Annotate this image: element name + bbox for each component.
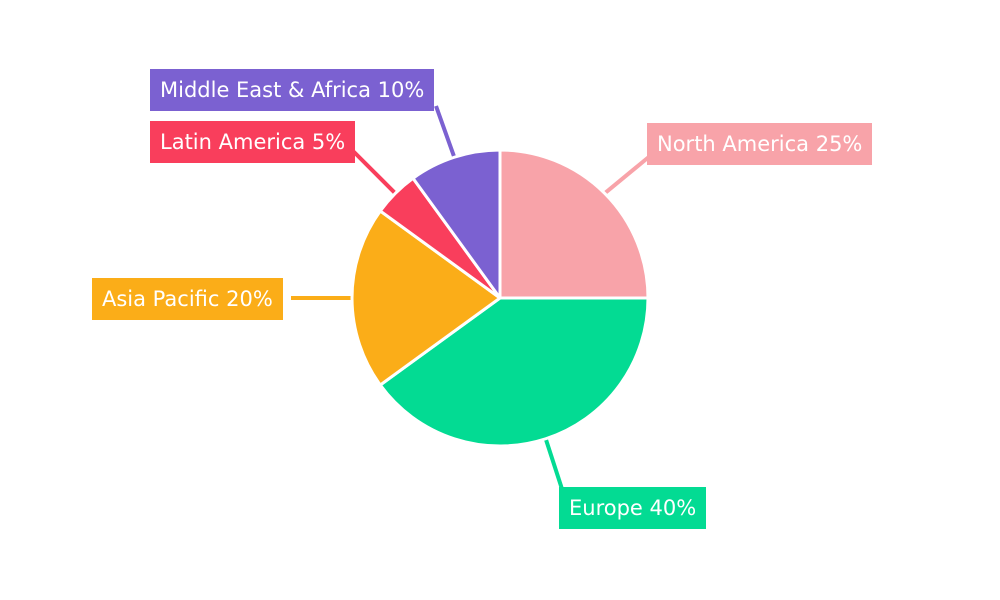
pie-slice-asia-pacific[interactable] xyxy=(350,209,502,387)
pie-slice-north-america[interactable] xyxy=(498,148,650,300)
pie-slice-europe[interactable] xyxy=(378,296,650,448)
leader-line-latin-america xyxy=(349,147,397,195)
leader-line-europe xyxy=(543,438,564,490)
label-europe: Europe 40% xyxy=(559,487,707,529)
label-north-america: North America 25% xyxy=(647,123,873,165)
leader-line-middle-east-africa xyxy=(434,105,457,158)
leader-line-north-america xyxy=(603,154,652,195)
label-middle-east-africa: Middle East & Africa 10% xyxy=(150,69,435,111)
label-latin-america: Latin America 5% xyxy=(150,121,356,163)
pie-slice-middle-east-africa[interactable] xyxy=(411,148,502,300)
label-asia-pacific: Asia Pacific 20% xyxy=(92,278,283,320)
